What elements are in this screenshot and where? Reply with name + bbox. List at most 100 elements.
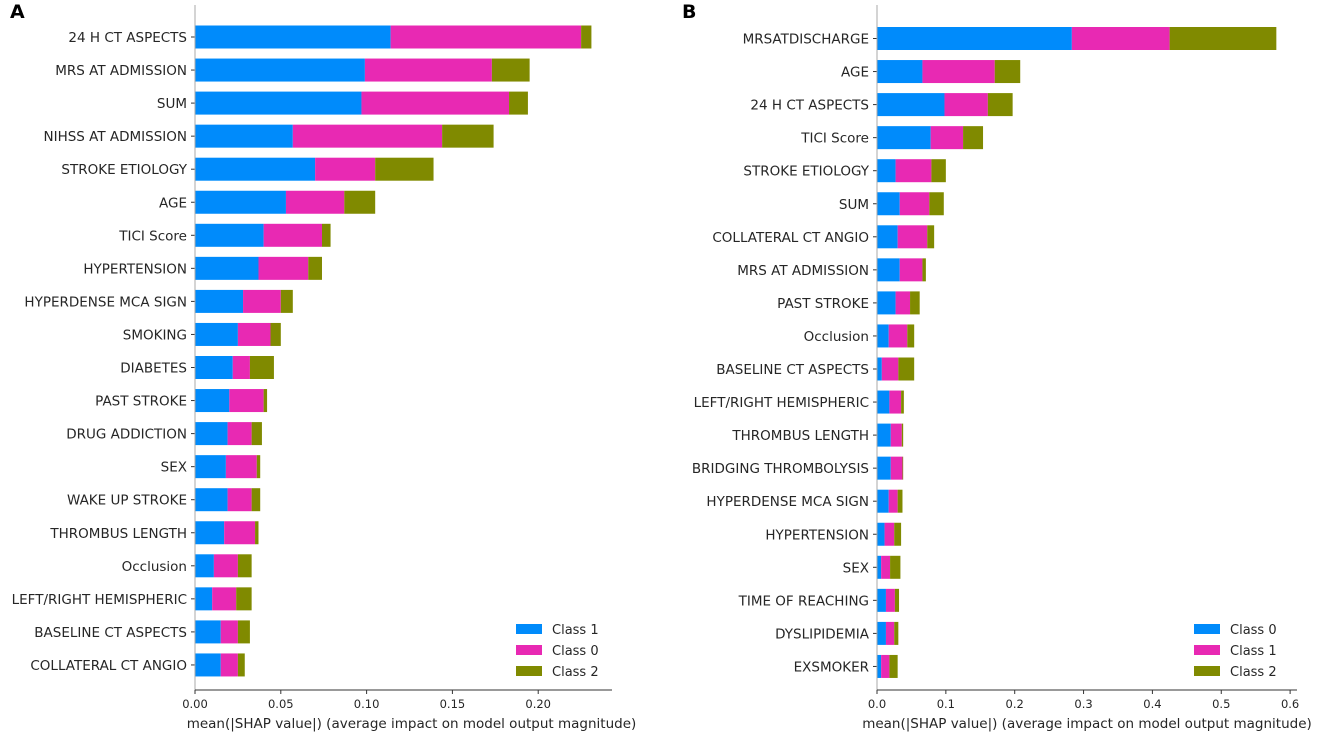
x-tick-label: 0.0 xyxy=(868,697,886,711)
bar-segment xyxy=(195,289,244,313)
y-tick-label: AGE xyxy=(159,195,187,211)
bar-segment xyxy=(195,488,228,512)
y-tick-label: NIHSS AT ADMISSION xyxy=(44,129,188,145)
bar-segment xyxy=(361,91,510,115)
bar-segment xyxy=(884,522,895,546)
y-tick-label: SUM xyxy=(157,96,187,112)
bar-segment xyxy=(897,489,903,513)
legend-swatch xyxy=(1194,645,1220,655)
bar-segment xyxy=(877,555,882,579)
legend-label: Class 1 xyxy=(1230,644,1277,659)
bar-segment xyxy=(901,423,904,447)
x-tick-label: 0.1 xyxy=(937,697,955,711)
bar-segment xyxy=(888,324,908,348)
bar-segment xyxy=(390,25,582,49)
y-tick-label: WAKE UP STROKE xyxy=(67,493,187,509)
y-tick-label: DIABETES xyxy=(120,361,187,377)
bar-segment xyxy=(249,356,274,379)
bar-segment xyxy=(195,389,230,413)
x-tick-label: 0.3 xyxy=(1074,697,1092,711)
y-tick-label: SEX xyxy=(161,460,187,476)
y-tick-label: THROMBUS LENGTH xyxy=(731,428,869,444)
bar-segment xyxy=(894,588,900,612)
legend-label: Class 0 xyxy=(552,644,599,659)
y-tick-label: BRIDGING THROMBOLYSIS xyxy=(692,461,869,477)
y-tick-label: TICI Score xyxy=(118,228,187,244)
bar-segment xyxy=(877,654,882,678)
bar-segment xyxy=(195,223,264,247)
bar-segment xyxy=(894,621,899,645)
bar-segment xyxy=(885,621,895,645)
bar-segment xyxy=(1169,27,1277,50)
y-tick-label: TIME OF REACHING xyxy=(738,593,869,609)
legend-swatch xyxy=(516,645,542,655)
bar-segment xyxy=(308,256,322,280)
bar-segment xyxy=(888,489,898,513)
x-tick-label: 0.10 xyxy=(354,697,380,711)
bar-segment xyxy=(877,390,890,414)
bar-segment xyxy=(280,289,293,313)
bar-segment xyxy=(907,324,915,348)
bar-segment xyxy=(251,422,262,446)
bar-segment xyxy=(890,456,903,480)
chart-panel-b: B MRSATDISCHARGE AGE 24 H CT ASPECTS TICI Sc… xyxy=(682,1,1312,732)
bar-segment xyxy=(899,258,923,282)
bar-segment xyxy=(195,356,233,379)
bar-segment xyxy=(195,25,391,49)
bar-segment xyxy=(255,521,259,545)
bar-segment xyxy=(889,654,898,678)
bar-segment xyxy=(237,620,250,644)
bar-segment xyxy=(885,588,895,612)
bar-segment xyxy=(229,389,264,413)
x-tick-label: 0.05 xyxy=(268,697,294,711)
bar-segment xyxy=(877,93,945,117)
y-tick-label: HYPERTENSION xyxy=(83,261,187,277)
y-tick-label: MRSATDISCHARGE xyxy=(743,32,869,48)
bar-segment xyxy=(195,190,286,214)
bar-segment xyxy=(922,258,926,282)
bar-segment xyxy=(315,157,376,181)
bar-segment xyxy=(256,455,261,479)
bar-segment xyxy=(877,225,898,249)
y-tick-label: DYSLIPIDEMIA xyxy=(775,626,870,642)
bar-segment xyxy=(195,91,362,115)
legend-label: Class 2 xyxy=(552,665,599,680)
bar-segment xyxy=(877,423,891,447)
bar-segment xyxy=(881,654,890,678)
bar-segment xyxy=(877,621,886,645)
y-tick-label: COLLATERAL CT ANGIO xyxy=(30,658,187,674)
bar-segment xyxy=(321,223,331,247)
x-tick-label: 0.4 xyxy=(1143,697,1161,711)
bar-segment xyxy=(220,620,238,644)
y-tick-label: LEFT/RIGHT HEMISPHERIC xyxy=(694,395,869,411)
x-axis-label: mean(|SHAP value|) (average impact on mo… xyxy=(862,716,1312,732)
bar-segment xyxy=(922,60,995,84)
y-tick-label: Occlusion xyxy=(804,329,869,345)
bar-segment xyxy=(364,58,492,82)
bar-segment xyxy=(877,588,886,612)
bar-segment xyxy=(195,587,213,611)
bar-segment xyxy=(375,157,434,181)
bar-segment xyxy=(877,192,900,216)
bar-segment xyxy=(877,522,885,546)
bar-segment xyxy=(237,554,252,578)
bar-segment xyxy=(491,58,530,82)
x-tick-label: 0.00 xyxy=(182,697,208,711)
panel-label: B xyxy=(682,1,696,23)
y-tick-label: EXSMOKER xyxy=(794,659,869,675)
x-tick-label: 0.2 xyxy=(1006,697,1024,711)
bar-segment xyxy=(927,225,935,249)
bar-segment xyxy=(944,93,988,117)
bar-segment xyxy=(195,256,259,280)
bar-segment xyxy=(195,653,221,677)
y-tick-label: PAST STROKE xyxy=(777,296,869,312)
y-tick-label: HYPERDENSE MCA SIGN xyxy=(24,294,187,310)
bar-segment xyxy=(195,521,225,545)
bar-segment xyxy=(930,126,964,150)
y-tick-label: MRS AT ADMISSION xyxy=(737,263,869,279)
y-tick-label: BASELINE CT ASPECTS xyxy=(716,362,869,378)
bar-segment xyxy=(877,258,900,282)
legend: Class 1 Class 0 Class 2 xyxy=(516,623,599,680)
bar-segment xyxy=(195,322,238,346)
y-tick-label: SEX xyxy=(843,560,869,576)
